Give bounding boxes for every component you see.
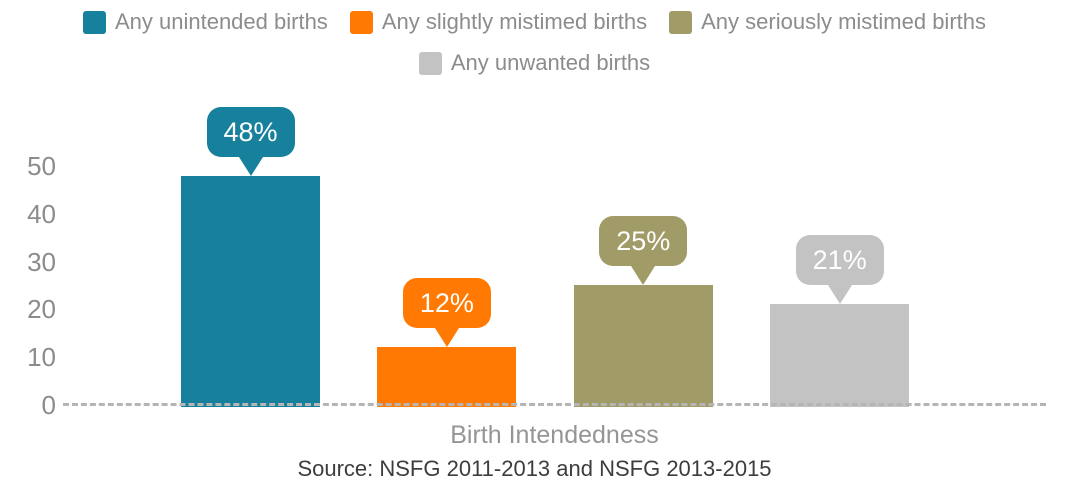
legend-label: Any unintended births bbox=[114, 9, 328, 34]
legend-swatch bbox=[669, 10, 693, 34]
bar-value-callout: 48% bbox=[206, 106, 295, 157]
y-axis-tick-label: 30 bbox=[27, 246, 56, 277]
legend-item: Any unintended births bbox=[82, 9, 328, 35]
y-axis-tick-label: 0 bbox=[41, 389, 56, 420]
legend-swatch bbox=[349, 10, 373, 34]
legend-label: Any seriously mistimed births bbox=[701, 9, 986, 34]
bar-value-callout: 12% bbox=[402, 278, 491, 329]
bar-1 bbox=[181, 175, 320, 407]
legend-label: Any unwanted births bbox=[450, 50, 651, 75]
legend-item: Any slightly mistimed births bbox=[349, 9, 648, 35]
callout-pointer bbox=[238, 156, 263, 176]
legend-label: Any slightly mistimed births bbox=[381, 9, 648, 34]
bar-value-callout: 25% bbox=[599, 216, 688, 267]
legend-swatch bbox=[82, 10, 106, 34]
legend: Any unintended births Any slightly mistim… bbox=[0, 9, 1069, 91]
bar-value-callout: 21% bbox=[795, 235, 884, 286]
callout-pointer bbox=[434, 328, 459, 348]
bar-3 bbox=[573, 285, 713, 407]
bar-4 bbox=[770, 304, 910, 407]
source-note: Source: NSFG 2011-2013 and NSFG 2013-201… bbox=[297, 456, 772, 481]
legend-row: Any unwanted births bbox=[0, 50, 1069, 76]
zero-baseline bbox=[63, 403, 1046, 406]
bar-2 bbox=[377, 347, 517, 407]
y-axis-tick-label: 20 bbox=[27, 294, 56, 325]
legend-item: Any seriously mistimed births bbox=[669, 9, 986, 35]
legend-row: Any unintended births Any slightly mistim… bbox=[0, 9, 1069, 35]
legend-item: Any unwanted births bbox=[418, 50, 651, 76]
y-axis-tick-label: 50 bbox=[27, 151, 56, 182]
callout-pointer bbox=[827, 285, 852, 305]
y-axis-tick-label: 40 bbox=[27, 198, 56, 229]
x-axis-label: Birth Intendedness bbox=[450, 421, 659, 449]
y-axis-tick-label: 10 bbox=[27, 341, 56, 372]
callout-pointer bbox=[631, 266, 656, 286]
legend-swatch bbox=[418, 51, 442, 75]
